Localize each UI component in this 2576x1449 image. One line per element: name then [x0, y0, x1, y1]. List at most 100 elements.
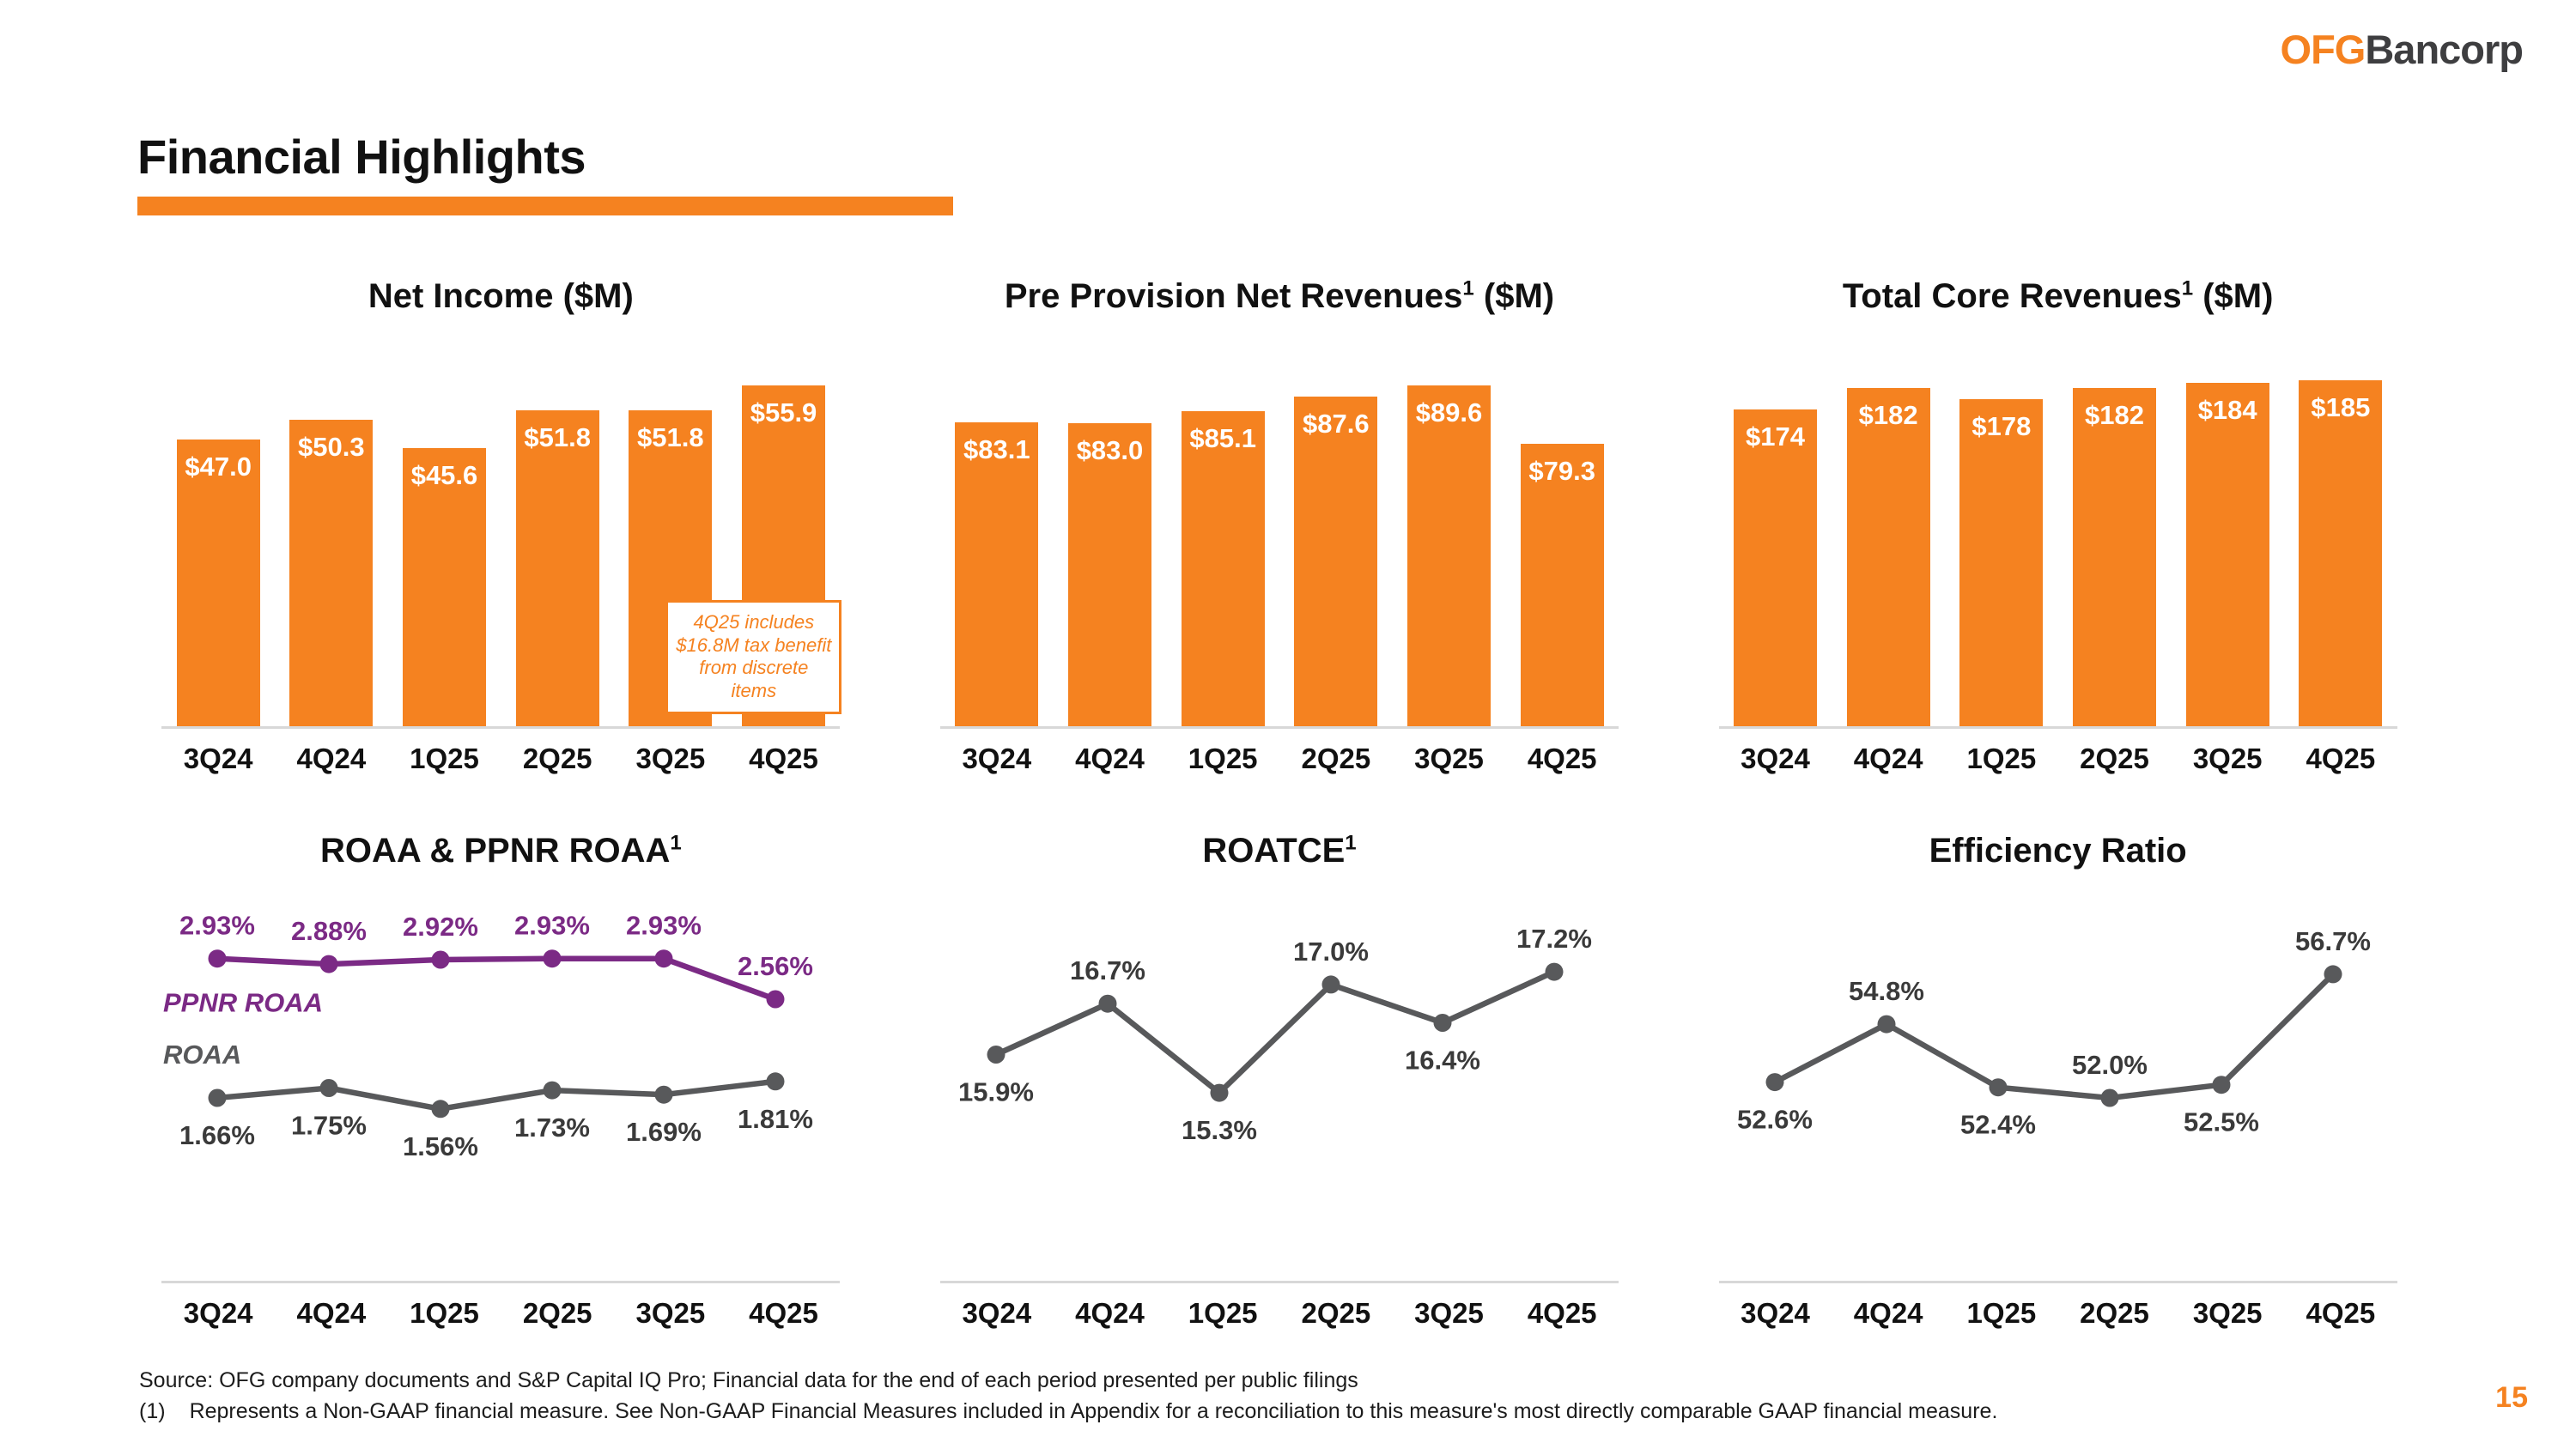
x-axis-label: 3Q25 [1414, 743, 1484, 774]
bar-slot: $50.3 [275, 420, 388, 726]
source-note: Source: OFG company documents and S&P Ca… [139, 1368, 1358, 1392]
x-axis-label: 3Q25 [635, 1297, 706, 1329]
x-axis: 3Q24 4Q24 1Q25 2Q25 3Q25 4Q25 [1719, 743, 2397, 775]
x-axis-label: 1Q25 [410, 1297, 479, 1329]
svg-text:52.4%: 52.4% [1960, 1110, 2036, 1140]
bar-value-label: $185 [2311, 392, 2371, 422]
svg-text:54.8%: 54.8% [1849, 976, 1924, 1006]
bar-slot: $184 [2171, 383, 2284, 726]
chart-title: Pre Provision Net Revenues1 ($M) [1004, 276, 1555, 315]
bar-value-label: $182 [2085, 400, 2144, 430]
svg-text:ROAA: ROAA [163, 1040, 241, 1070]
x-axis-label: 2Q25 [1301, 1297, 1371, 1329]
non-gaap-note-text: Represents a Non-GAAP financial measure.… [189, 1398, 1998, 1423]
footnotes: Source: OFG company documents and S&P Ca… [139, 1366, 1997, 1427]
charts-grid: Net Income ($M) $47.0 $50.3 $45.6 $51.8 $51.8… [0, 215, 2576, 1330]
efficiency-ratio-line-chart: 52.6% 54.8% 52.4% 52.0% 52.5% 56.7% [1737, 926, 2371, 1140]
x-axis-label: 2Q25 [522, 1297, 592, 1329]
x-axis-label: 3Q24 [962, 743, 1032, 774]
bar-value-label: $85.1 [1189, 423, 1256, 453]
svg-text:2.56%: 2.56% [738, 951, 813, 981]
bar-slot: $182 [1832, 388, 1945, 726]
x-axis-label: 1Q25 [1966, 743, 2037, 774]
x-axis-label: 1Q25 [1188, 743, 1258, 774]
svg-text:2.93%: 2.93% [514, 911, 590, 941]
x-axis-label: 4Q25 [2306, 1297, 2376, 1329]
x-axis-label: 3Q24 [183, 743, 253, 774]
x-axis-label: 1Q25 [1188, 1297, 1258, 1329]
bar-4Q24: $83.0 [1067, 423, 1151, 726]
x-axis-label: 3Q24 [1741, 1297, 1810, 1329]
svg-text:52.6%: 52.6% [1737, 1105, 1813, 1135]
x-axis: 3Q24 4Q24 1Q25 2Q25 3Q25 4Q25 [940, 1297, 1619, 1330]
total-core-revenues-plot-area: $174 $182 $178 $182 $184 $185 [1718, 351, 2397, 729]
svg-text:2.92%: 2.92% [403, 912, 478, 942]
bar-slot: $45.6 [388, 448, 501, 726]
bar-slot: $178 [1945, 399, 2058, 726]
bar-slot: $85.1 [1166, 411, 1279, 726]
bar-4Q25: $185 [2299, 380, 2383, 726]
bar-value-label: $178 [1971, 411, 2032, 441]
non-gaap-note: (1) Represents a Non-GAAP financial measu… [139, 1397, 1997, 1428]
bar-2Q25: $51.8 [515, 410, 599, 726]
bar-1Q25: $178 [1959, 399, 2044, 726]
bar-slot: $47.0 [161, 440, 275, 726]
bar-slot: $182 [2058, 388, 2172, 726]
chart-net-income: Net Income ($M) $47.0 $50.3 $45.6 $51.8 $51.8… [161, 276, 842, 775]
bar-3Q24: $47.0 [176, 440, 260, 726]
bar-slot: $83.0 [1054, 423, 1167, 726]
ofg-bancorp-logo: OFGBancorp [2281, 26, 2524, 73]
x-axis-label: 4Q24 [296, 1297, 367, 1329]
logo-bancorp-text: Bancorp [2365, 27, 2524, 72]
bar-value-label: $79.3 [1528, 456, 1595, 486]
svg-text:1.73%: 1.73% [514, 1113, 590, 1143]
x-axis-label: 4Q24 [296, 743, 367, 774]
bar-value-label: $174 [1746, 421, 1805, 452]
svg-text:15.3%: 15.3% [1182, 1115, 1257, 1145]
bar-value-label: $184 [2197, 395, 2257, 425]
bar-slot: $89.6 [1393, 385, 1506, 726]
svg-text:1.75%: 1.75% [291, 1111, 367, 1141]
chart-roatce: ROATCE1 15.9% 16.7% 15.3% 17.0% 16.4% 17.2% 3Q2… [939, 830, 1619, 1330]
x-axis-label: 3Q25 [1414, 1297, 1484, 1329]
x-axis-label: 3Q25 [2192, 743, 2263, 774]
bar-value-label: $83.1 [963, 434, 1030, 464]
bar-value-label: $45.6 [410, 460, 478, 490]
bar-4Q25: $79.3 [1520, 444, 1604, 726]
x-axis-label: 4Q24 [1075, 743, 1145, 774]
x-axis-label: 2Q25 [2080, 1297, 2149, 1329]
svg-text:15.9%: 15.9% [958, 1077, 1034, 1107]
bar-slot: $174 [1719, 409, 1832, 726]
svg-text:1.66%: 1.66% [179, 1120, 255, 1150]
bar-value-label: $55.9 [750, 397, 817, 427]
page-title: Financial Highlights [137, 130, 586, 184]
chart-pre-provision-net-revenues: Pre Provision Net Revenues1 ($M) $83.1 $83… [939, 276, 1619, 775]
x-axis-label: 2Q25 [522, 743, 592, 774]
bar-4Q24: $50.3 [289, 420, 374, 726]
title-underline [137, 197, 953, 215]
roatce-plot-area: 15.9% 16.7% 15.3% 17.0% 16.4% 17.2% [939, 906, 1619, 1283]
bar-value-label: $83.0 [1076, 435, 1144, 465]
svg-text:1.56%: 1.56% [403, 1131, 478, 1161]
roaa-ppnr-roaa-plot-area: 2.93% 2.88% 2.92% 2.93% 2.93% 2.56% PPNR ROAA 1… [161, 906, 841, 1283]
bar-4Q24: $182 [1846, 388, 1930, 726]
header: Financial Highlights [0, 0, 2576, 215]
net-income-plot-area: $47.0 $50.3 $45.6 $51.8 $51.8 $55.9 4Q25 inclu… [161, 351, 842, 729]
x-axis-label: 2Q25 [2080, 743, 2149, 774]
bar-value-label: $87.6 [1303, 409, 1370, 439]
x-axis-label: 4Q25 [749, 1297, 818, 1329]
bar-value-label: $89.6 [1415, 397, 1483, 427]
x-axis-label: 3Q24 [1741, 743, 1810, 774]
svg-text:52.5%: 52.5% [2184, 1107, 2259, 1137]
bar-value-label: $51.8 [524, 422, 591, 452]
bar-slot: $79.3 [1505, 444, 1619, 726]
chart-title: ROATCE1 [1202, 831, 1357, 870]
bar-value-label: $51.8 [637, 422, 704, 452]
svg-text:52.0%: 52.0% [2072, 1050, 2148, 1080]
x-axis: 3Q24 4Q24 1Q25 2Q25 3Q25 4Q25 [161, 743, 840, 775]
bar-1Q25: $45.6 [403, 448, 486, 726]
roaa-ppnr-roaa-line-chart: 2.93% 2.88% 2.92% 2.93% 2.93% 2.56% PPNR ROAA 1… [163, 911, 813, 1161]
x-axis-label: 3Q25 [2192, 1297, 2263, 1329]
svg-text:17.2%: 17.2% [1516, 924, 1592, 954]
